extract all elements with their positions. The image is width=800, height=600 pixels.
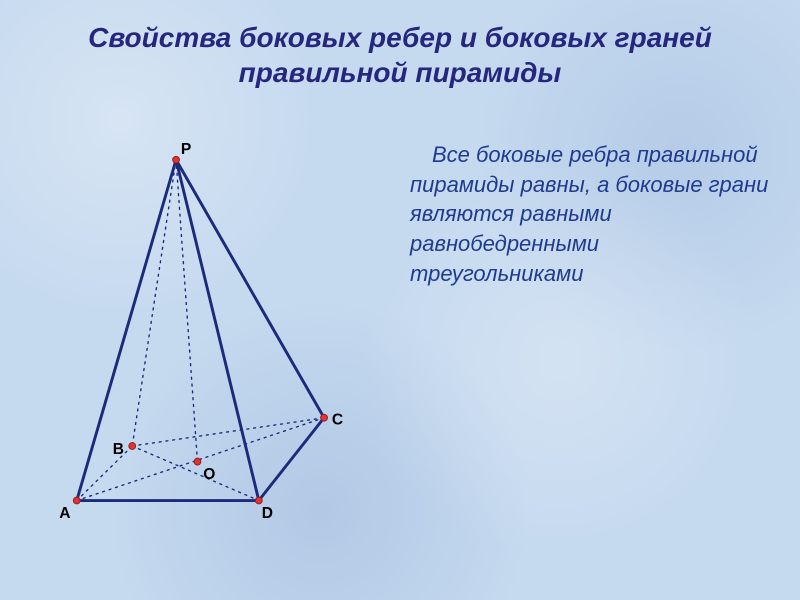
slide-title: Свойства боковых ребер и боковых граней … (30, 20, 770, 90)
svg-text:C: C (332, 412, 343, 429)
svg-text:D: D (262, 505, 273, 522)
slide: Свойства боковых ребер и боковых граней … (0, 0, 800, 600)
svg-text:P: P (181, 141, 191, 158)
points (73, 156, 327, 504)
content-row: P A B C D O Все боковые ребра правильной пира… (30, 120, 770, 550)
body-text: Все боковые ребра правильной пирамиды ра… (410, 140, 770, 288)
pyramid-diagram: P A B C D O (30, 120, 400, 550)
svg-text:B: B (113, 441, 124, 458)
svg-text:A: A (59, 505, 70, 522)
labels: P A B C D O (59, 141, 343, 522)
svg-text:O: O (203, 466, 215, 483)
text-area: Все боковые ребра правильной пирамиды ра… (400, 120, 770, 550)
diagram-area: P A B C D O (30, 120, 400, 550)
